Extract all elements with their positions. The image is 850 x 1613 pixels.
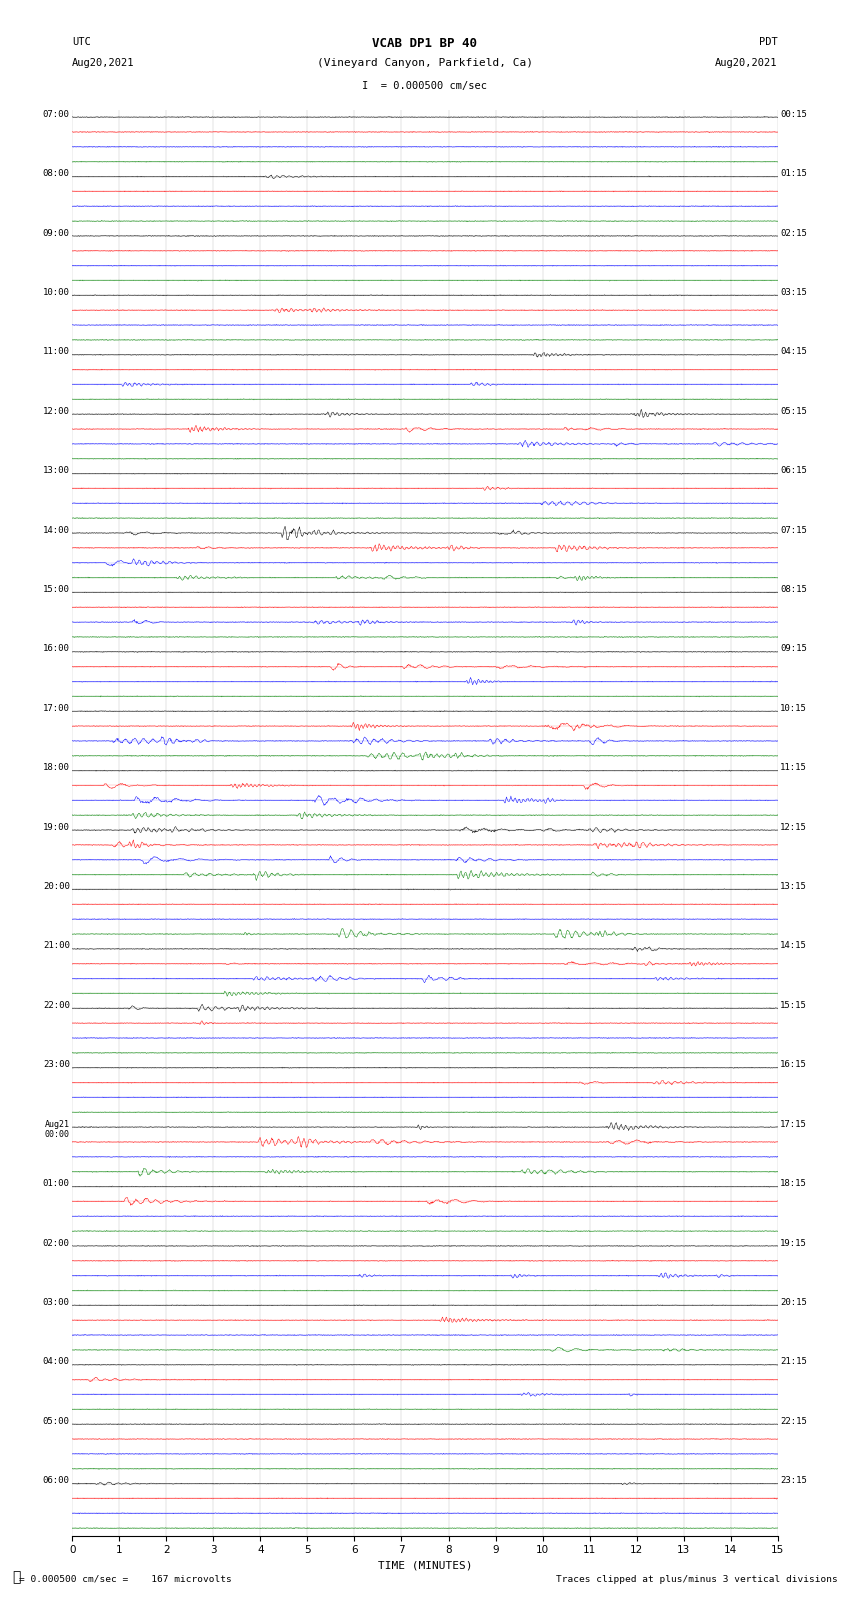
- Text: Aug20,2021: Aug20,2021: [715, 58, 778, 68]
- Text: 01:00: 01:00: [42, 1179, 70, 1189]
- Text: Aug21
00:00: Aug21 00:00: [45, 1119, 70, 1139]
- Text: 07:00: 07:00: [42, 110, 70, 119]
- Text: PDT: PDT: [759, 37, 778, 47]
- Text: ⎯: ⎯: [13, 1569, 21, 1584]
- Text: 15:00: 15:00: [42, 586, 70, 594]
- Text: 23:15: 23:15: [780, 1476, 808, 1486]
- Text: 14:15: 14:15: [780, 942, 808, 950]
- Text: 08:00: 08:00: [42, 169, 70, 177]
- Text: 02:00: 02:00: [42, 1239, 70, 1247]
- Text: 11:15: 11:15: [780, 763, 808, 773]
- Text: 18:00: 18:00: [42, 763, 70, 773]
- Text: 13:00: 13:00: [42, 466, 70, 476]
- Text: 21:15: 21:15: [780, 1358, 808, 1366]
- Text: 22:15: 22:15: [780, 1416, 808, 1426]
- Text: 06:15: 06:15: [780, 466, 808, 476]
- Text: 05:00: 05:00: [42, 1416, 70, 1426]
- Text: 06:00: 06:00: [42, 1476, 70, 1486]
- Text: 07:15: 07:15: [780, 526, 808, 534]
- Text: 01:15: 01:15: [780, 169, 808, 177]
- Text: 20:15: 20:15: [780, 1298, 808, 1307]
- Text: 14:00: 14:00: [42, 526, 70, 534]
- Text: 04:00: 04:00: [42, 1358, 70, 1366]
- Text: 15:15: 15:15: [780, 1000, 808, 1010]
- Text: 08:15: 08:15: [780, 586, 808, 594]
- Text: 21:00: 21:00: [42, 942, 70, 950]
- Text: 12:00: 12:00: [42, 406, 70, 416]
- Text: 03:15: 03:15: [780, 289, 808, 297]
- Text: 13:15: 13:15: [780, 882, 808, 890]
- Text: 20:00: 20:00: [42, 882, 70, 890]
- Text: 09:15: 09:15: [780, 644, 808, 653]
- Text: UTC: UTC: [72, 37, 91, 47]
- Text: 23:00: 23:00: [42, 1060, 70, 1069]
- Text: 18:15: 18:15: [780, 1179, 808, 1189]
- Text: 16:15: 16:15: [780, 1060, 808, 1069]
- Text: 16:00: 16:00: [42, 644, 70, 653]
- Text: 03:00: 03:00: [42, 1298, 70, 1307]
- Text: 22:00: 22:00: [42, 1000, 70, 1010]
- Text: 17:15: 17:15: [780, 1119, 808, 1129]
- Text: 05:15: 05:15: [780, 406, 808, 416]
- Text: 02:15: 02:15: [780, 229, 808, 237]
- Text: 17:00: 17:00: [42, 703, 70, 713]
- X-axis label: TIME (MINUTES): TIME (MINUTES): [377, 1560, 473, 1569]
- Text: 09:00: 09:00: [42, 229, 70, 237]
- Text: 19:15: 19:15: [780, 1239, 808, 1247]
- Text: 10:00: 10:00: [42, 289, 70, 297]
- Text: (Vineyard Canyon, Parkfield, Ca): (Vineyard Canyon, Parkfield, Ca): [317, 58, 533, 68]
- Text: 19:00: 19:00: [42, 823, 70, 832]
- Text: 00:15: 00:15: [780, 110, 808, 119]
- Text: VCAB DP1 BP 40: VCAB DP1 BP 40: [372, 37, 478, 50]
- Text: I  = 0.000500 cm/sec: I = 0.000500 cm/sec: [362, 81, 488, 90]
- Text: 04:15: 04:15: [780, 347, 808, 356]
- Text: 11:00: 11:00: [42, 347, 70, 356]
- Text: = 0.000500 cm/sec =    167 microvolts: = 0.000500 cm/sec = 167 microvolts: [19, 1574, 231, 1584]
- Text: 12:15: 12:15: [780, 823, 808, 832]
- Text: Traces clipped at plus/minus 3 vertical divisions: Traces clipped at plus/minus 3 vertical …: [556, 1574, 837, 1584]
- Text: 10:15: 10:15: [780, 703, 808, 713]
- Text: Aug20,2021: Aug20,2021: [72, 58, 135, 68]
